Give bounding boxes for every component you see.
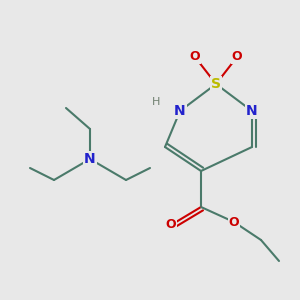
Text: N: N	[174, 104, 186, 118]
Text: H: H	[152, 97, 160, 107]
Text: N: N	[246, 104, 258, 118]
Text: O: O	[190, 50, 200, 64]
Text: O: O	[166, 218, 176, 232]
Text: S: S	[211, 77, 221, 91]
Text: N: N	[84, 152, 96, 166]
Text: O: O	[229, 215, 239, 229]
Text: O: O	[232, 50, 242, 64]
